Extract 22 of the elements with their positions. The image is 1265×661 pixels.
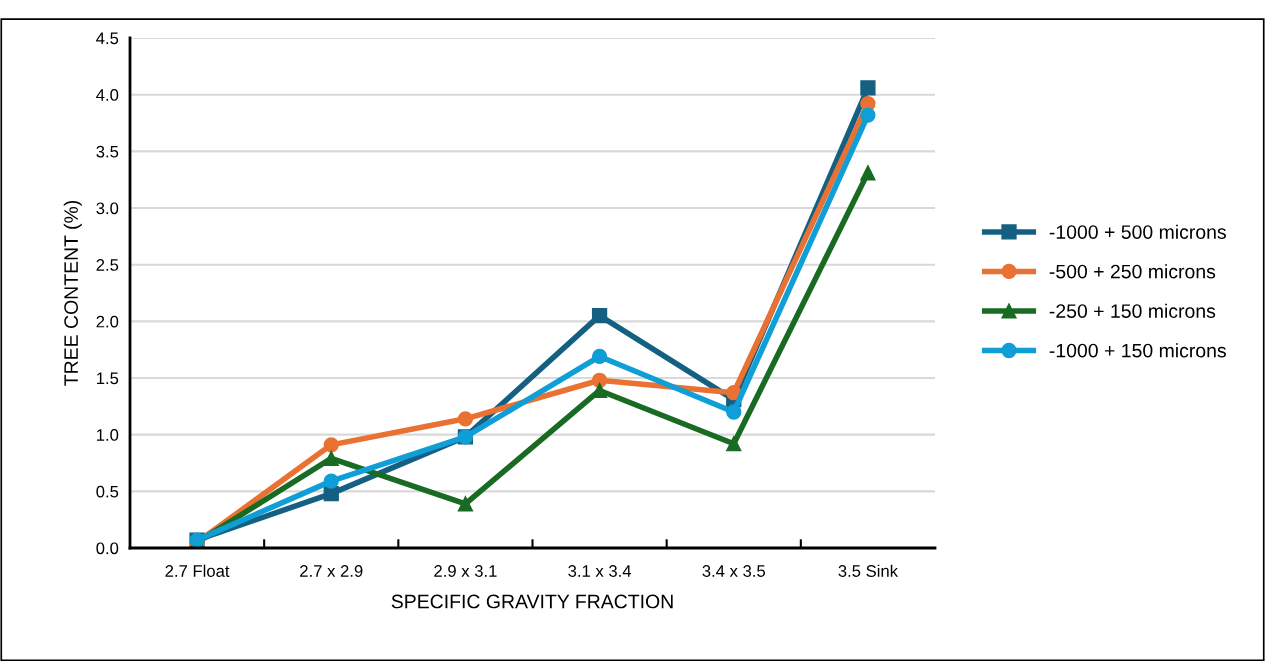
legend-label: -250 + 150 microns — [1049, 303, 1216, 318]
legend-label: -500 + 250 microns — [1049, 264, 1216, 279]
x-tick-label: 2.7 x 2.9 — [300, 565, 363, 577]
y-tick-label: 1.0 — [96, 429, 119, 441]
legend-label: -1000 + 150 microns — [1049, 343, 1226, 358]
x-tick-label: 2.7 Float — [165, 564, 230, 577]
x-axis-title: SPECIFIC GRAVITY FRACTION — [391, 594, 673, 609]
x-tick-label: 2.9 x 3.1 — [434, 565, 497, 577]
y-tick-label: 0.5 — [96, 485, 119, 498]
y-tick-label: 4.0 — [96, 89, 119, 101]
x-tick-label: 3.5 Sink — [838, 564, 899, 577]
y-tick-label: 4.5 — [96, 32, 119, 45]
y-axis-title: TREE CONTENT (%) — [63, 200, 82, 386]
y-tick-label: 2.0 — [96, 315, 119, 328]
x-tick-label: 3.4 x 3.5 — [702, 565, 766, 577]
x-tick-label: 3.1 x 3.4 — [568, 565, 632, 577]
legend-label: -1000 + 500 microns — [1049, 224, 1226, 239]
y-tick-label: 1.5 — [96, 372, 119, 385]
y-tick-label: 2.5 — [96, 259, 119, 271]
y-tick-label: 3.0 — [96, 202, 119, 215]
y-tick-label: 0.0 — [96, 542, 119, 555]
y-tick-label: 3.5 — [96, 145, 119, 158]
